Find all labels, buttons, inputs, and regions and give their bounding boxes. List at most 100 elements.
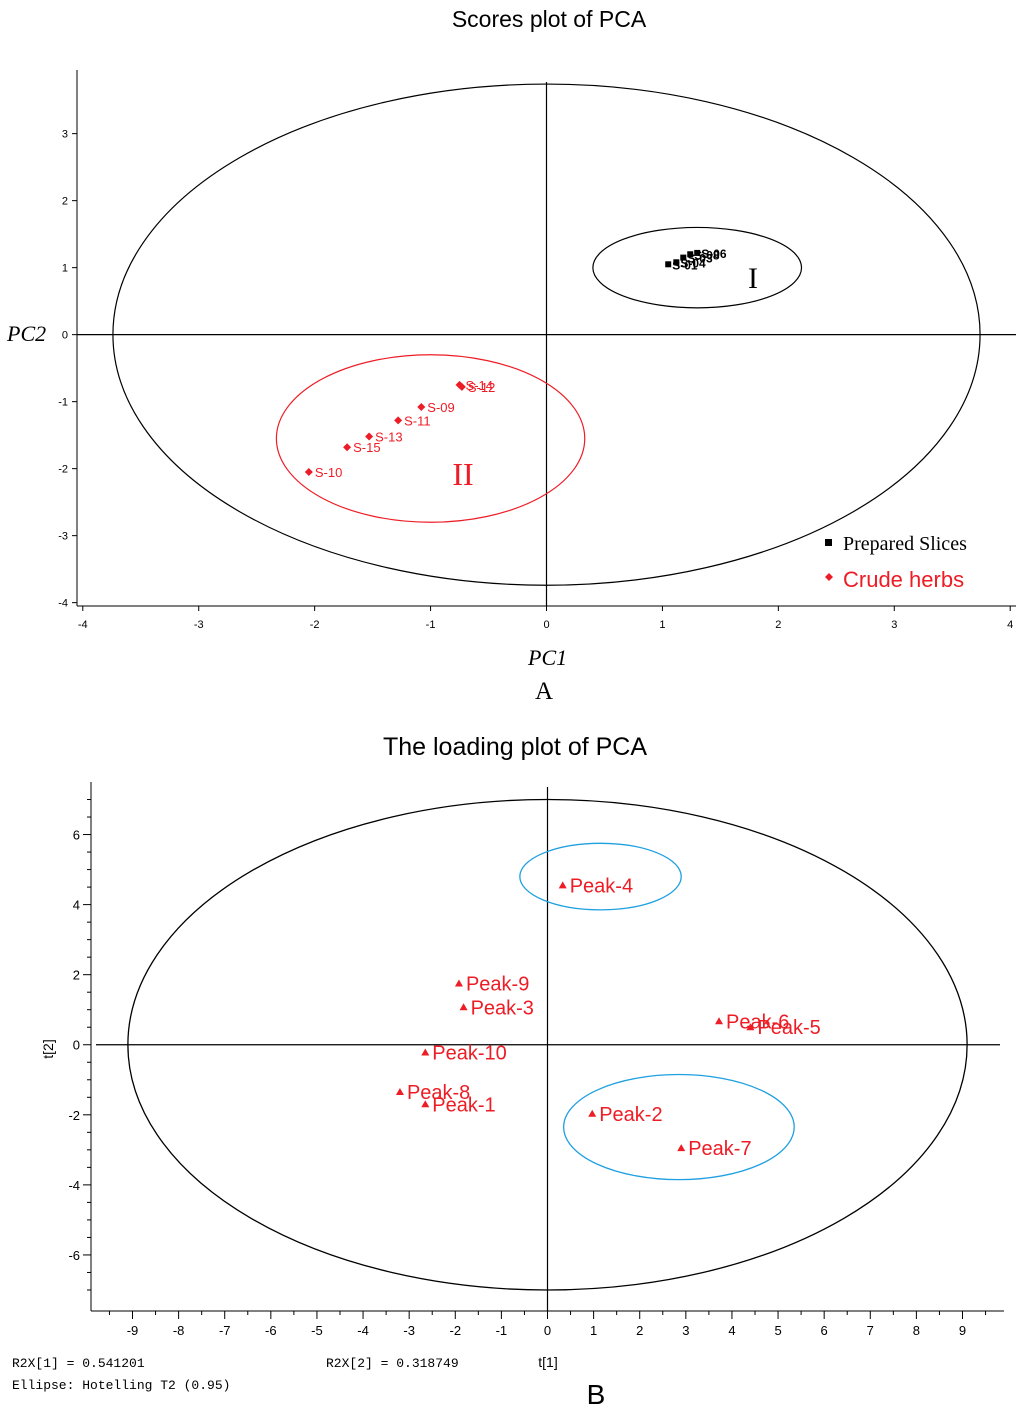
loading-y-tick-label: 2 <box>73 968 80 983</box>
legend-marker-crude <box>825 573 833 581</box>
crude-herb-point-label: S-10 <box>315 465 342 480</box>
peak-point <box>558 881 567 889</box>
loading-x-tick-label: 8 <box>913 1323 920 1338</box>
legend-label-crude: Crude herbs <box>843 567 964 592</box>
scores-y-tick-label: -3 <box>58 531 68 543</box>
prepared-slice-point <box>665 261 672 268</box>
peak-point <box>421 1048 430 1056</box>
scores-plot-title: Scores plot of PCA <box>452 6 647 32</box>
scores-y-tick-label: 1 <box>62 263 68 275</box>
prepared-slice-point <box>694 249 701 256</box>
loading-x-tick-label: -9 <box>127 1323 139 1338</box>
scores-x-tick-label: 1 <box>659 619 665 631</box>
scores-plot-legend: Prepared Slices Crude herbs <box>825 533 967 592</box>
crude-herb-point-label: S-14 <box>466 378 493 393</box>
loading-y-tick-label: -4 <box>68 1178 80 1193</box>
loading-x-tick-label: -5 <box>311 1323 323 1338</box>
group-label-ii: II <box>452 456 473 492</box>
scores-x-tick-label: 4 <box>1007 619 1013 631</box>
loading-x-tick-label: -4 <box>357 1323 369 1338</box>
loading-x-tick-label: 0 <box>544 1323 551 1338</box>
loading-plot-title: The loading plot of PCA <box>383 733 647 761</box>
scores-y-tick-label: -4 <box>58 598 68 610</box>
peak-point <box>677 1144 686 1152</box>
ellipse-group-peak-4 <box>519 842 682 911</box>
loading-x-tick-label: -1 <box>496 1323 508 1338</box>
scores-x-tick-label: 3 <box>891 619 897 631</box>
scores-y-tick-label: 3 <box>62 129 68 141</box>
scores-x-tick-label: -2 <box>310 619 320 631</box>
footer-r2x1: R2X[1] = 0.541201 <box>12 1356 145 1371</box>
scores-y-tick-label: 2 <box>62 196 68 208</box>
crude-herb-point-label: S-15 <box>353 440 380 455</box>
ellipse-hotelling <box>112 83 981 586</box>
peak-point <box>395 1088 404 1096</box>
scores-plot-y-label: PC2 <box>6 321 46 346</box>
loading-y-tick-label: 0 <box>73 1038 80 1053</box>
scores-x-tick-label: -3 <box>194 619 204 631</box>
peak-point <box>454 979 463 987</box>
crude-herb-point-label: S-11 <box>404 413 431 428</box>
loading-plot-ellipses <box>127 798 968 1291</box>
scores-y-tick-label: 0 <box>62 330 68 342</box>
ellipse-hotelling <box>127 798 968 1291</box>
peak-point-label: Peak-4 <box>570 875 633 897</box>
scores-plot-x-label: PC1 <box>527 645 567 670</box>
group-label-i: I <box>748 262 758 295</box>
prepared-slice-point-label: S-06 <box>701 247 727 261</box>
scores-plot-axes: -4 -3 -2 -1 0 1 2 3 4 -4 -3 -2 -1 0 1 2 3 <box>58 70 1016 631</box>
legend-label-prepared: Prepared Slices <box>843 533 967 555</box>
loading-plot-y-label: t[2] <box>40 1039 56 1058</box>
loading-x-tick-label: -8 <box>173 1323 185 1338</box>
panel-label-a: A <box>535 678 553 705</box>
peak-point-label: Peak-8 <box>407 1082 470 1104</box>
loading-y-tick-label: 6 <box>73 828 80 843</box>
peak-point <box>715 1017 724 1025</box>
loading-x-tick-label: 5 <box>774 1323 781 1338</box>
peak-point <box>459 1003 468 1011</box>
loading-x-tick-label: -3 <box>403 1323 415 1338</box>
loading-y-tick-label: -6 <box>68 1248 80 1263</box>
peak-point-label: Peak-1 <box>432 1094 495 1116</box>
peak-point <box>588 1109 597 1117</box>
loading-x-tick-label: 2 <box>636 1323 643 1338</box>
peak-point <box>746 1023 755 1031</box>
loading-x-tick-label: 3 <box>682 1323 689 1338</box>
footer-r2x2: R2X[2] = 0.318749 <box>326 1356 459 1371</box>
scores-y-tick-label: -1 <box>58 397 68 409</box>
prepared-slice-point <box>680 254 687 261</box>
crude-herb-point <box>304 468 313 476</box>
prepared-slice-point-label: S-08 <box>694 248 720 262</box>
loading-x-tick-label: 9 <box>959 1323 966 1338</box>
loading-y-tick-label: -2 <box>68 1108 80 1123</box>
loading-plot-axes: -9 -8 -7 -6 -5 -4 -3 -2 -1 0 1 2 3 4 5 6 7 8 9 -6 -4 -2 0 2 4 6 <box>68 782 1004 1338</box>
peak-point-label: Peak-10 <box>432 1042 507 1064</box>
ellipse-group-peak-2-7 <box>562 1073 795 1181</box>
scores-x-tick-label: 0 <box>543 619 549 631</box>
panel-label-b: B <box>587 1379 606 1410</box>
ellipse-group-II <box>275 354 586 523</box>
crude-herb-point <box>365 432 374 441</box>
scores-y-tick-label: -2 <box>58 464 68 476</box>
footer-ellipse-note: Ellipse: Hotelling T2 (0.95) <box>12 1378 230 1393</box>
loading-x-tick-label: -6 <box>265 1323 277 1338</box>
loading-x-tick-label: 6 <box>821 1323 828 1338</box>
peak-point-label: Peak-6 <box>726 1011 789 1033</box>
peak-point-label: Peak-5 <box>757 1017 820 1039</box>
peak-point-label: Peak-7 <box>688 1138 751 1160</box>
scores-plot-panel: Scores plot of PCA -4 -3 -2 -1 0 1 2 3 4 -4 -3 -2 -1… <box>6 6 1016 705</box>
peak-point-label: Peak-3 <box>471 997 534 1019</box>
prepared-slice-point-label: S-04 <box>680 256 706 270</box>
peak-point-label: Peak-9 <box>466 973 529 995</box>
loading-x-tick-label: 4 <box>728 1323 735 1338</box>
scores-x-tick-label: 2 <box>775 619 781 631</box>
crude-herb-point <box>394 416 403 425</box>
loading-y-tick-label: 4 <box>73 898 80 913</box>
prepared-slice-point <box>687 251 694 258</box>
scores-plot-ellipses: III <box>112 83 981 586</box>
prepared-slice-point-label: S-03 <box>687 252 713 266</box>
crude-herb-point <box>417 403 426 412</box>
legend-marker-prepared <box>825 539 832 546</box>
crude-herb-point <box>457 382 466 391</box>
